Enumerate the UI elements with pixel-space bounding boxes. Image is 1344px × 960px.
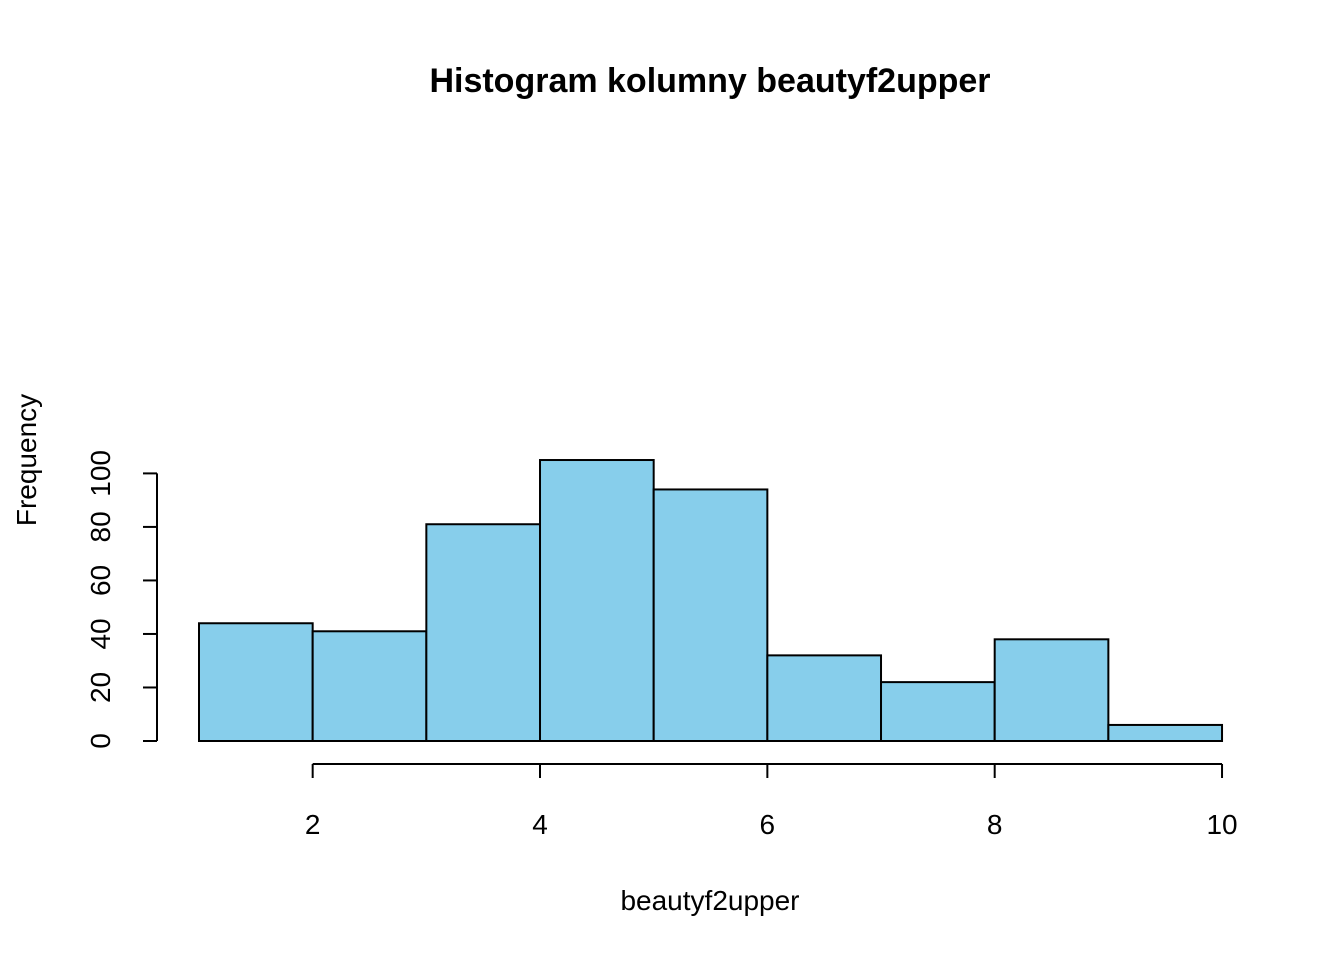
bars-group bbox=[198, 459, 1224, 743]
histogram-bar bbox=[425, 523, 542, 743]
chart-title: Histogram kolumny beautyf2upper bbox=[429, 62, 990, 100]
y-tick-label: 40 bbox=[85, 618, 116, 649]
histogram-bar bbox=[652, 488, 769, 742]
y-tick-label: 80 bbox=[85, 511, 116, 542]
y-tick-label: 100 bbox=[85, 450, 116, 497]
histogram-bar bbox=[880, 681, 996, 742]
x-tick-label: 2 bbox=[305, 809, 321, 840]
histogram-bar bbox=[1107, 723, 1224, 742]
x-tick-label: 6 bbox=[760, 809, 776, 840]
x-tick-label: 4 bbox=[532, 809, 548, 840]
x-axis: 2 4 6 8 10 bbox=[305, 763, 1238, 840]
y-tick-label: 20 bbox=[85, 672, 116, 703]
y-axis: 0 20 40 60 80 100 bbox=[85, 450, 158, 749]
x-axis-label: beautyf2upper bbox=[620, 885, 799, 916]
histogram-bar bbox=[539, 459, 655, 742]
histogram-bar bbox=[311, 630, 428, 742]
x-tick-label: 8 bbox=[987, 809, 1003, 840]
y-tick-label: 0 bbox=[85, 733, 116, 749]
histogram-bar bbox=[198, 622, 314, 742]
x-tick-label: 10 bbox=[1206, 809, 1237, 840]
histogram-bar bbox=[993, 638, 1110, 743]
histogram-bar bbox=[766, 654, 883, 742]
y-axis-label: Frequency bbox=[11, 394, 42, 526]
y-tick-label: 60 bbox=[85, 565, 116, 596]
